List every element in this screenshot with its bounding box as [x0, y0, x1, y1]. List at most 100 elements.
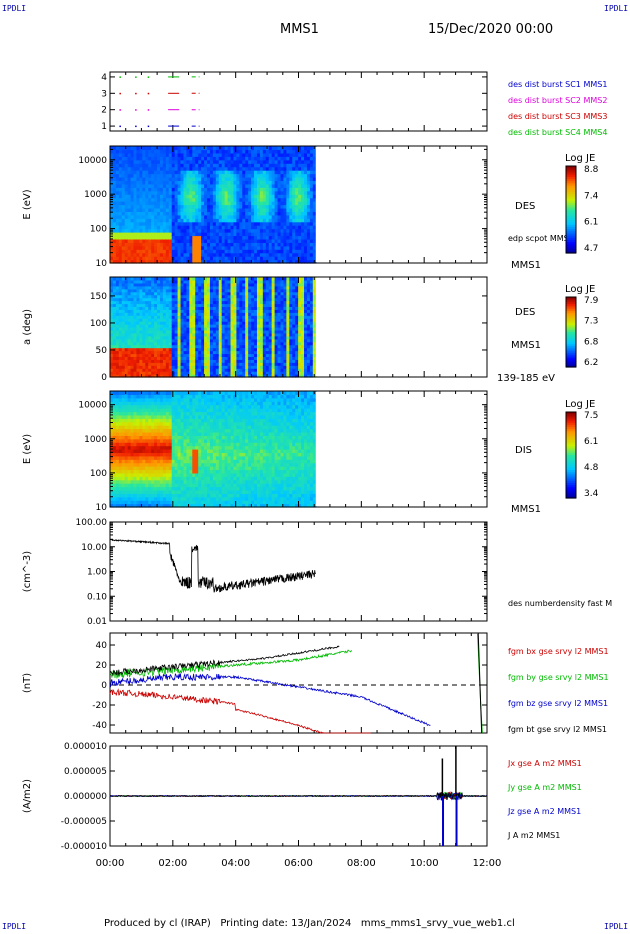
des-energy-cell [127, 232, 132, 237]
des-energy-cell [209, 170, 214, 175]
des-energy-cell [212, 221, 217, 226]
des-pitch-cell [162, 285, 167, 290]
des-energy-cell [198, 190, 202, 195]
des-pitch-cell [180, 350, 185, 355]
des-energy-cell [309, 170, 314, 175]
des-pitch-cell [168, 294, 173, 299]
des-pitch-cell [151, 288, 155, 293]
des-energy-cell [242, 221, 246, 226]
des-energy-cell [136, 156, 140, 161]
des-pitch-cell [192, 371, 196, 375]
des-pitch-cell [139, 359, 143, 363]
des-pitch-cell [151, 335, 155, 340]
des-pitch-cell [233, 282, 238, 287]
des-energy-cell [130, 252, 135, 257]
des-energy-cell [139, 190, 143, 195]
des-pitch-cell [145, 315, 149, 319]
des-energy-cell [268, 249, 273, 254]
des-pitch-cell [201, 341, 205, 346]
des-energy-cell [154, 211, 158, 216]
des-energy-cell [112, 218, 117, 223]
des-pitch-cell [118, 279, 123, 284]
des-pitch-cell [121, 368, 126, 372]
des-pitch-cell [121, 297, 126, 302]
des-pitch-cell [121, 344, 126, 349]
des-energy-cell [145, 204, 149, 209]
des-energy-cell [268, 197, 273, 202]
des-pitch-cell [221, 324, 226, 328]
des-energy-cell [165, 197, 170, 202]
des-pitch-cell [157, 297, 161, 302]
des-pitch-cell [130, 324, 135, 328]
des-pitch-cell [157, 303, 161, 308]
des-pitch-cell [201, 368, 205, 372]
des-pitch-cell [186, 297, 190, 302]
des-pitch-cell [233, 300, 238, 305]
des-energy-cell [306, 176, 311, 182]
des-energy-cell [254, 245, 258, 250]
des-energy-cell [295, 249, 299, 254]
des-pitch-cell [209, 353, 214, 358]
des-energy-cell [271, 180, 276, 185]
des-energy-cell [239, 163, 243, 168]
des-energy-cell [289, 252, 293, 257]
des-energy-cell [230, 149, 235, 154]
des-pitch-cell [145, 338, 149, 343]
des-energy-cell [248, 194, 252, 199]
des-energy-cell [254, 232, 258, 237]
des-energy-colorbar-strip [566, 192, 576, 195]
des-energy-cell [242, 180, 246, 185]
des-energy-cell [121, 204, 126, 209]
des-energy-cell [306, 194, 311, 199]
des-energy-cell [259, 204, 264, 209]
des-energy-cell [233, 176, 238, 182]
des-energy-cell [165, 245, 170, 250]
des-energy-cell [256, 194, 261, 199]
des-energy-cell [256, 197, 261, 202]
des-energy-cell [224, 204, 229, 209]
des-energy-cell [274, 166, 279, 171]
des-pitch-cell [151, 347, 155, 352]
des-energy-cell [274, 170, 279, 175]
des-pitch-cell [180, 368, 185, 372]
des-pitch-cell [136, 291, 140, 296]
des-energy-cell [254, 249, 258, 254]
des-energy-cell [239, 170, 243, 175]
des-energy-cell [204, 180, 208, 185]
des-energy-cell [165, 211, 170, 216]
des-energy-cell [124, 228, 129, 233]
des-pitch-cell [177, 315, 182, 319]
des-energy-cell [312, 190, 317, 195]
des-energy-cell [292, 245, 296, 250]
des-pitch-cell [251, 279, 255, 284]
des-energy-cell [209, 245, 214, 250]
des-energy-cell [274, 176, 279, 182]
des-energy-cell [283, 225, 287, 230]
des-energy-cell [118, 170, 123, 175]
des-pitch-cell [245, 297, 249, 302]
des-energy-cell [115, 163, 120, 168]
des-pitch-cell [262, 282, 267, 287]
des-energy-cell [124, 146, 129, 151]
des-energy-cell [183, 170, 188, 175]
des-energy-cell [148, 211, 152, 216]
des-energy-cell [218, 190, 223, 195]
des-pitch-cell [192, 282, 196, 287]
des-pitch-cell [139, 335, 143, 340]
des-pitch-cell [236, 306, 240, 310]
des-energy-cell [218, 201, 223, 206]
des-energy-cell [165, 159, 170, 164]
des-pitch-cell [136, 368, 140, 372]
des-energy-cell [218, 204, 223, 209]
des-energy-cell [295, 211, 299, 216]
des-energy-cell [289, 221, 293, 226]
des-pitch-cell [130, 315, 135, 319]
des-energy-cell [180, 225, 185, 230]
des-pitch-cell [118, 291, 123, 296]
des-pitch-cell [168, 315, 173, 319]
des-energy-cell [195, 221, 199, 226]
des-pitch-cell [212, 353, 217, 358]
des-energy-cell [295, 163, 299, 168]
des-pitch-cell [221, 282, 226, 287]
des-pitch-cell [233, 291, 238, 296]
